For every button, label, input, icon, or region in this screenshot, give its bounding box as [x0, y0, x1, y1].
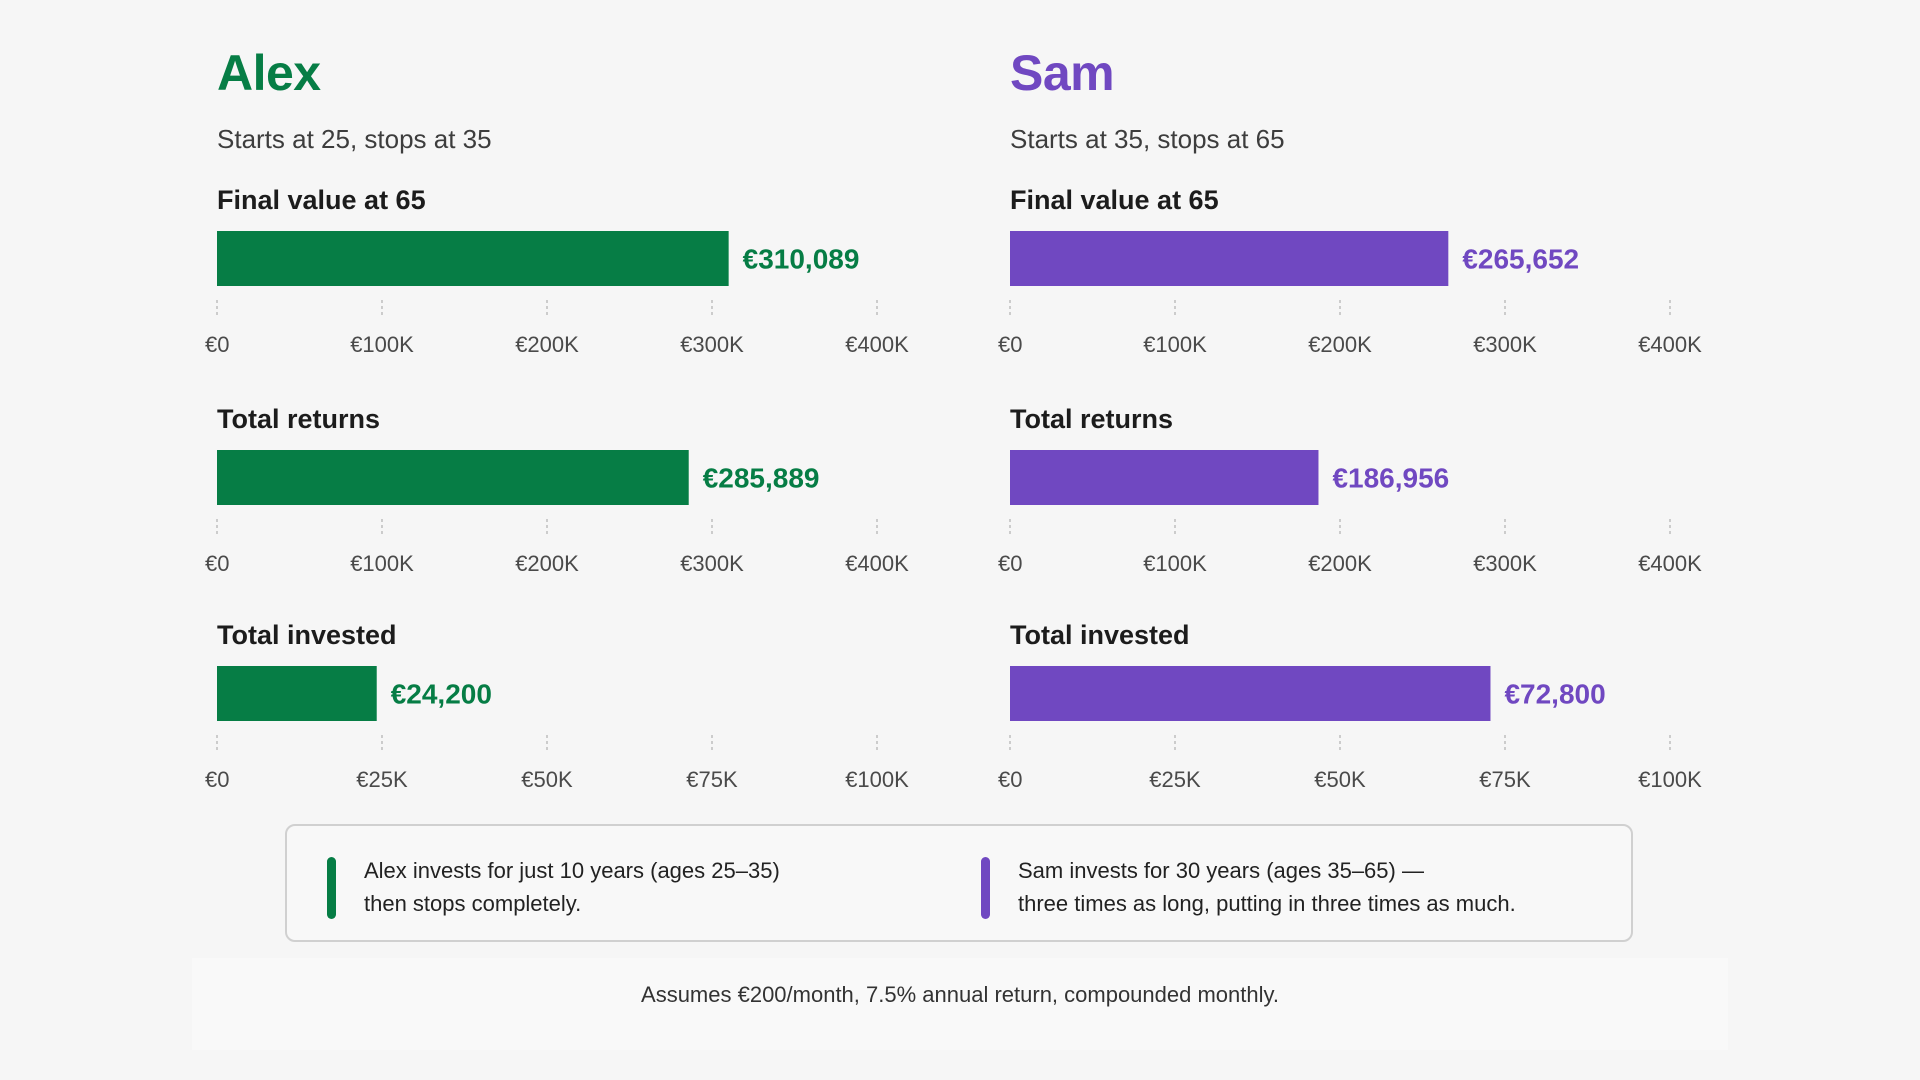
sam-note-accent-bar	[981, 857, 990, 919]
bar-value-label: €24,200	[391, 679, 492, 710]
chart-title: Total invested	[1010, 620, 1190, 650]
bar	[1010, 231, 1449, 286]
chart-svg: €265,652 €0 €100K €200K €300K €400K	[998, 231, 1702, 357]
tick-label: €100K	[1143, 551, 1207, 576]
sam-subtitle: Starts at 35, stops at 65	[1010, 124, 1285, 154]
bar	[217, 231, 729, 286]
alex-total-invested-chart: Total invested €24,200 €0 €25K €50K €75K €100…	[205, 620, 957, 820]
sam-final-value-chart: Final value at 65 €265,652 €0 €100K €200K €3…	[998, 185, 1750, 385]
tick-label: €0	[205, 332, 229, 357]
note-line: Alex invests for just 10 years (ages 25–…	[364, 858, 780, 883]
alex-name: Alex	[217, 45, 321, 101]
note-line: three times as long, putting in three ti…	[1018, 891, 1516, 916]
tick-label: €100K	[350, 332, 414, 357]
tick-label: €400K	[845, 551, 909, 576]
tick-label: €0	[205, 551, 229, 576]
tick-label: €75K	[686, 767, 738, 792]
tick-label: €0	[998, 332, 1022, 357]
chart-title: Final value at 65	[1010, 185, 1219, 215]
tick-label: €200K	[515, 551, 579, 576]
tick-label: €400K	[1638, 332, 1702, 357]
tick-label: €25K	[1149, 767, 1201, 792]
chart-svg: €72,800 €0 €25K €50K €75K €100K	[998, 666, 1702, 792]
bar	[217, 666, 377, 721]
tick-label: €300K	[680, 332, 744, 357]
sam-note: Sam invests for 30 years (ages 35–65) — …	[981, 854, 1618, 920]
tick-label: €100K	[1638, 767, 1702, 792]
sam-name: Sam	[1010, 45, 1115, 101]
tick-label: €50K	[521, 767, 573, 792]
tick-label: €400K	[845, 332, 909, 357]
bar-value-label: €72,800	[1504, 679, 1605, 710]
chart-title: Total returns	[217, 404, 381, 434]
tick-label: €100K	[1143, 332, 1207, 357]
alex-note: Alex invests for just 10 years (ages 25–…	[327, 854, 924, 920]
tick-label: €200K	[1308, 551, 1372, 576]
chart-svg: €285,889 €0 €100K €200K €300K €400K	[205, 450, 909, 576]
sam-total-invested-chart: Total invested €72,800 €0 €25K €50K €75K €100…	[998, 620, 1750, 820]
note-line: then stops completely.	[364, 891, 582, 916]
tick-label: €300K	[1473, 332, 1537, 357]
chart-svg: €310,089 €0 €100K €200K €300K €400K	[205, 231, 909, 357]
alex-subtitle: Starts at 25, stops at 35	[217, 124, 492, 154]
note-line: Sam invests for 30 years (ages 35–65) —	[1018, 858, 1424, 883]
alex-note-accent-bar	[327, 857, 336, 919]
bar	[1010, 666, 1491, 721]
tick-label: €0	[998, 767, 1022, 792]
tick-label: €200K	[515, 332, 579, 357]
tick-label: €200K	[1308, 332, 1372, 357]
alex-final-value-chart: Final value at 65 €310,089 €0 €100K €200K €3…	[205, 185, 957, 385]
tick-label: €300K	[1473, 551, 1537, 576]
tick-label: €300K	[680, 551, 744, 576]
chart-title: Final value at 65	[217, 185, 426, 215]
chart-svg: €186,956 €0 €100K €200K €300K €400K	[998, 450, 1702, 576]
summary-notes-box: Alex invests for just 10 years (ages 25–…	[285, 824, 1633, 942]
bar-value-label: €265,652	[1462, 244, 1579, 275]
chart-svg: €24,200 €0 €25K €50K €75K €100K	[205, 666, 909, 792]
bar-value-label: €285,889	[703, 463, 820, 494]
chart-title: Total invested	[217, 620, 397, 650]
alex-panel: Alex Starts at 25, stops at 35 Final val…	[205, 40, 917, 792]
bar	[1010, 450, 1319, 505]
tick-label: €100K	[845, 767, 909, 792]
sam-total-returns-chart: Total returns €186,956 €0 €100K €200K €300K €…	[998, 404, 1750, 604]
alex-total-returns-chart: Total returns €285,889 €0 €100K €200K €300K €…	[205, 404, 957, 604]
tick-label: €100K	[350, 551, 414, 576]
tick-label: €50K	[1314, 767, 1366, 792]
sam-panel: Sam Starts at 35, stops at 65 Final valu…	[998, 40, 1710, 792]
bar-value-label: €186,956	[1332, 463, 1449, 494]
tick-label: €0	[205, 767, 229, 792]
chart-title: Total returns	[1010, 404, 1174, 434]
tick-label: €0	[998, 551, 1022, 576]
assumptions-footnote: Assumes €200/month, 7.5% annual return, …	[641, 982, 1279, 1007]
bar	[217, 450, 689, 505]
footnote-band: Assumes €200/month, 7.5% annual return, …	[192, 958, 1728, 1050]
bar-value-label: €310,089	[743, 244, 860, 275]
tick-label: €400K	[1638, 551, 1702, 576]
tick-label: €75K	[1479, 767, 1531, 792]
tick-label: €25K	[356, 767, 408, 792]
